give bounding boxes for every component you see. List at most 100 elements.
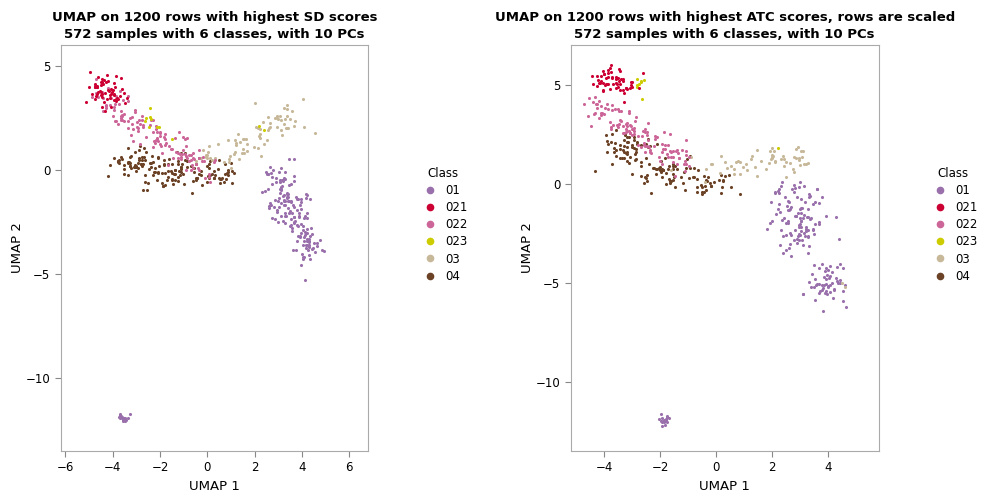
Point	[749, 172, 765, 180]
Point	[191, 146, 207, 154]
Point	[781, 198, 797, 206]
Point	[163, 160, 179, 168]
Point	[286, 177, 302, 185]
Point	[119, 94, 135, 102]
Title: UMAP on 1200 rows with highest ATC scores, rows are scaled
572 samples with 6 cl: UMAP on 1200 rows with highest ATC score…	[495, 11, 955, 41]
Point	[795, 181, 811, 190]
Point	[135, 186, 151, 194]
Point	[639, 171, 655, 179]
Point	[87, 83, 103, 91]
Point	[202, 157, 218, 165]
Point	[680, 174, 697, 182]
Point	[637, 148, 653, 156]
Point	[142, 112, 158, 120]
Point	[636, 141, 652, 149]
Point	[157, 169, 173, 177]
Point	[619, 122, 635, 131]
Point	[787, 145, 803, 153]
Point	[141, 122, 157, 131]
Point	[169, 177, 185, 185]
Point	[278, 212, 294, 220]
Point	[277, 197, 293, 205]
Point	[279, 193, 295, 201]
Point	[637, 173, 653, 181]
Point	[293, 261, 309, 269]
Point	[201, 142, 217, 150]
Point	[664, 158, 680, 166]
Point	[131, 116, 147, 124]
Point	[616, 148, 632, 156]
Point	[309, 241, 326, 249]
Point	[628, 145, 644, 153]
Point	[120, 92, 136, 100]
Point	[131, 146, 147, 154]
Point	[112, 159, 128, 167]
Point	[132, 160, 148, 168]
Point	[778, 173, 794, 181]
Point	[589, 82, 605, 90]
Point	[122, 162, 138, 170]
Point	[223, 164, 239, 172]
Point	[256, 140, 272, 148]
Point	[185, 149, 202, 157]
Point	[113, 116, 129, 124]
Point	[649, 133, 665, 141]
Point	[651, 153, 667, 161]
Point	[661, 175, 677, 183]
Point	[677, 157, 694, 165]
Point	[300, 235, 317, 243]
Point	[117, 415, 133, 423]
Point	[626, 134, 642, 142]
Point	[106, 96, 122, 104]
Point	[677, 167, 694, 175]
Point	[640, 119, 656, 128]
Point	[193, 154, 209, 162]
Point	[786, 188, 802, 196]
Point	[656, 418, 672, 426]
Point	[662, 153, 678, 161]
Point	[800, 193, 816, 201]
Point	[282, 115, 298, 123]
Point	[589, 104, 605, 112]
Point	[834, 279, 850, 287]
Point	[131, 156, 147, 164]
Point	[656, 417, 672, 425]
Point	[89, 82, 105, 90]
Point	[176, 150, 193, 158]
Point	[602, 117, 618, 125]
Point	[160, 167, 176, 175]
Point	[619, 127, 635, 135]
Point	[599, 99, 615, 107]
Point	[685, 163, 702, 171]
Point	[835, 297, 851, 305]
Point	[275, 176, 291, 184]
Point	[285, 203, 301, 211]
Point	[124, 112, 140, 120]
Point	[132, 120, 148, 129]
Point	[122, 162, 138, 170]
Point	[122, 410, 138, 418]
Point	[830, 263, 846, 271]
Point	[806, 199, 823, 207]
Point	[787, 212, 803, 220]
Point	[797, 232, 813, 240]
Point	[203, 171, 219, 179]
Point	[606, 148, 622, 156]
Point	[277, 168, 293, 176]
Point	[818, 280, 835, 288]
Point	[664, 153, 680, 161]
Point	[697, 178, 713, 186]
Point	[770, 186, 786, 195]
Point	[272, 164, 288, 172]
Point	[665, 147, 681, 155]
Point	[606, 121, 622, 129]
Point	[283, 179, 299, 187]
Point	[123, 131, 139, 139]
Point	[188, 174, 205, 182]
Point	[730, 157, 746, 165]
Point	[94, 93, 110, 101]
Point	[133, 156, 149, 164]
Point	[594, 109, 610, 117]
Point	[283, 198, 299, 206]
Point	[798, 225, 814, 233]
